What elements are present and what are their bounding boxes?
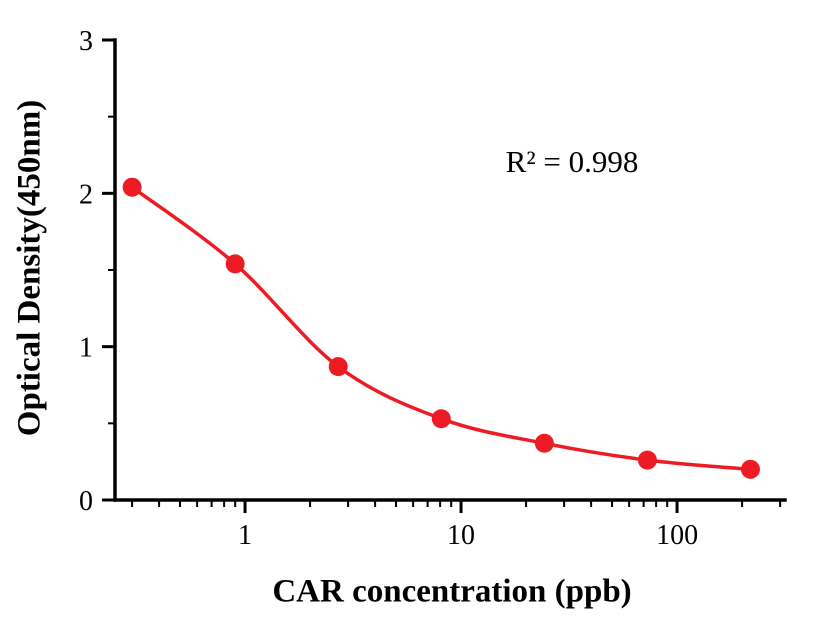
data-point bbox=[225, 254, 245, 274]
data-point bbox=[637, 450, 657, 470]
y-axis-title: Optical Density(450nm) bbox=[11, 99, 48, 437]
data-point bbox=[534, 433, 554, 453]
x-tick-label: 10 bbox=[447, 520, 475, 551]
y-tick-label: 2 bbox=[79, 179, 93, 210]
x-axis-title: CAR concentration (ppb) bbox=[272, 573, 632, 610]
r-squared-annotation: R² = 0.998 bbox=[505, 144, 639, 179]
data-point bbox=[122, 177, 142, 197]
y-tick-label: 3 bbox=[79, 26, 93, 57]
data-point bbox=[328, 357, 348, 377]
data-point bbox=[431, 409, 451, 429]
x-tick-label: 100 bbox=[656, 520, 698, 551]
y-tick-label: 0 bbox=[79, 486, 93, 517]
x-tick-label: 1 bbox=[238, 520, 252, 551]
data-point bbox=[740, 459, 760, 479]
y-tick-label: 1 bbox=[79, 333, 93, 364]
